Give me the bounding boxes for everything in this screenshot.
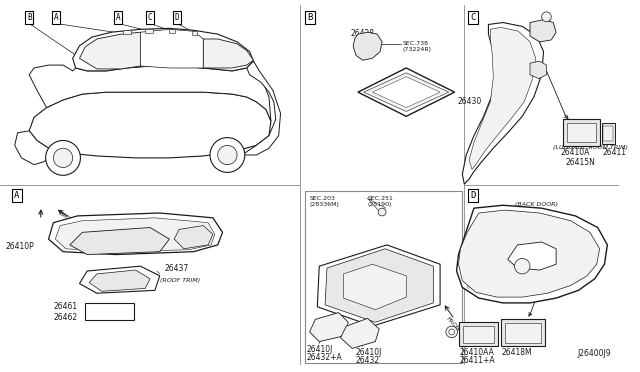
Text: 26432+A: 26432+A	[307, 353, 342, 362]
Polygon shape	[310, 312, 348, 341]
Text: 26410A: 26410A	[561, 148, 590, 157]
Bar	[505, 323, 541, 343]
Bar	[567, 123, 596, 142]
Polygon shape	[530, 20, 556, 42]
Text: (ROOF TRIM): (ROOF TRIM)	[160, 278, 200, 283]
Text: J26400J9: J26400J9	[578, 349, 611, 358]
Text: B: B	[27, 13, 31, 22]
Text: 26410AA: 26410AA	[460, 348, 494, 357]
Polygon shape	[29, 61, 271, 121]
Polygon shape	[29, 92, 271, 158]
Bar	[191, 31, 197, 35]
Text: 26411: 26411	[602, 148, 627, 157]
Bar	[145, 29, 153, 33]
Text: (BACK DOOR): (BACK DOOR)	[515, 202, 558, 207]
Text: 26462: 26462	[53, 312, 77, 321]
Bar	[501, 319, 545, 346]
Bar	[604, 126, 613, 141]
Circle shape	[53, 148, 73, 167]
Polygon shape	[73, 28, 253, 71]
Text: SEC.738: SEC.738	[403, 41, 428, 46]
Text: 26411+A: 26411+A	[460, 356, 495, 365]
Bar	[305, 191, 462, 363]
Circle shape	[218, 145, 237, 165]
Polygon shape	[462, 23, 543, 184]
Polygon shape	[140, 29, 204, 68]
Bar	[460, 322, 498, 346]
Text: SEC.251: SEC.251	[367, 196, 394, 201]
Text: 26410J: 26410J	[307, 346, 333, 355]
Polygon shape	[79, 32, 140, 69]
Text: 26410J: 26410J	[356, 348, 382, 357]
Circle shape	[210, 138, 245, 172]
Text: FRONT: FRONT	[445, 317, 463, 335]
Polygon shape	[508, 242, 556, 270]
Circle shape	[45, 141, 81, 175]
Polygon shape	[458, 210, 600, 297]
Text: 26410P: 26410P	[5, 242, 34, 251]
Text: (BACK DOOR TRIM): (BACK DOOR TRIM)	[467, 283, 527, 289]
Bar	[170, 29, 175, 33]
Circle shape	[378, 208, 386, 216]
Circle shape	[515, 259, 530, 274]
Text: SEC.203: SEC.203	[310, 196, 335, 201]
Polygon shape	[344, 264, 406, 310]
Text: 26432: 26432	[356, 356, 380, 365]
Text: A: A	[54, 13, 59, 22]
Bar	[563, 119, 600, 146]
Polygon shape	[317, 245, 440, 326]
Circle shape	[449, 329, 454, 335]
Polygon shape	[372, 77, 440, 108]
Text: C: C	[470, 13, 476, 22]
Polygon shape	[353, 32, 382, 60]
Bar	[85, 303, 134, 320]
Text: (25190): (25190)	[367, 202, 392, 207]
Text: (LUGGAGE ROOM TRIM): (LUGGAGE ROOM TRIM)	[553, 145, 628, 150]
Text: FRONT: FRONT	[57, 210, 78, 225]
Text: 26428: 26428	[350, 29, 374, 38]
Polygon shape	[358, 68, 454, 116]
Text: 26418M: 26418M	[501, 348, 532, 357]
Text: (28336M): (28336M)	[310, 202, 339, 207]
Polygon shape	[340, 318, 379, 348]
Text: A: A	[116, 13, 120, 22]
Polygon shape	[89, 270, 150, 291]
Text: (73224R): (73224R)	[403, 47, 431, 52]
Text: B: B	[307, 13, 312, 22]
Polygon shape	[15, 131, 53, 165]
Text: A: A	[14, 191, 19, 200]
Text: 26430: 26430	[458, 97, 482, 106]
Polygon shape	[204, 39, 253, 68]
Polygon shape	[79, 266, 160, 293]
Polygon shape	[364, 73, 449, 112]
Bar	[602, 123, 615, 144]
Text: D: D	[470, 191, 476, 200]
Polygon shape	[469, 28, 536, 170]
Text: D: D	[175, 13, 179, 22]
Text: 26461: 26461	[53, 302, 77, 311]
Polygon shape	[325, 249, 433, 322]
Circle shape	[541, 12, 551, 22]
Polygon shape	[70, 228, 170, 254]
Polygon shape	[530, 61, 547, 78]
Polygon shape	[174, 225, 213, 249]
Bar	[123, 30, 131, 34]
Polygon shape	[456, 205, 607, 303]
Text: 26437: 26437	[164, 264, 189, 273]
Polygon shape	[242, 61, 280, 155]
Bar	[463, 326, 494, 343]
Circle shape	[446, 326, 458, 338]
Polygon shape	[49, 213, 223, 254]
Text: 26415N: 26415N	[566, 158, 596, 167]
Polygon shape	[55, 218, 215, 252]
Text: C: C	[148, 13, 152, 22]
